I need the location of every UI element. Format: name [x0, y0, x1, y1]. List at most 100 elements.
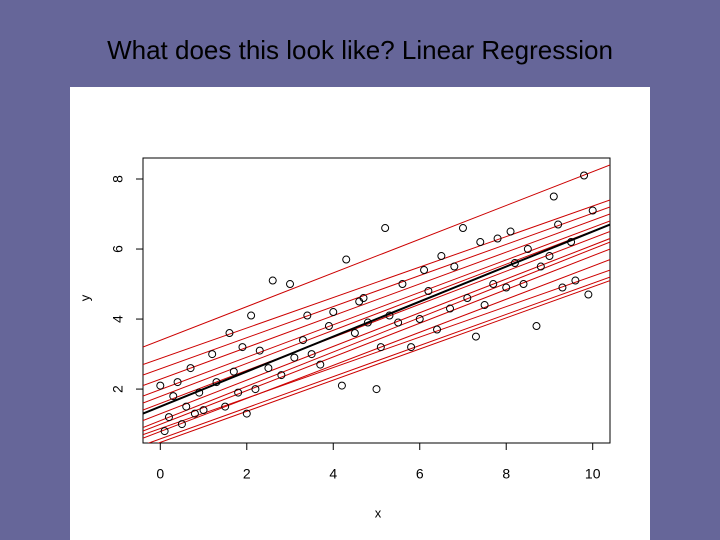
regression-line [143, 224, 610, 404]
point [307, 350, 316, 359]
point [532, 322, 541, 331]
regression-line [143, 238, 610, 422]
point [554, 220, 563, 229]
point [558, 283, 567, 292]
point [264, 364, 273, 373]
point [160, 427, 169, 436]
point [394, 318, 403, 327]
regression-line [143, 164, 610, 348]
point [212, 378, 221, 387]
point [363, 318, 372, 327]
regression-line [143, 223, 610, 415]
y-axis-label: y [77, 294, 92, 301]
point [195, 388, 204, 397]
regression-line [143, 248, 610, 432]
regression-line [143, 199, 610, 366]
point [437, 252, 446, 261]
plot-box [142, 157, 611, 444]
point [234, 388, 243, 397]
regression-line [143, 241, 610, 429]
regression-line [143, 259, 610, 439]
regression-line [143, 231, 610, 411]
point [324, 322, 333, 331]
point [385, 311, 394, 320]
point [424, 287, 433, 296]
point [337, 381, 346, 390]
point [372, 385, 381, 394]
point [407, 343, 416, 352]
lines [143, 164, 610, 443]
point [169, 392, 178, 401]
point [545, 252, 554, 261]
point [398, 280, 407, 289]
point [316, 360, 325, 369]
point [471, 332, 480, 341]
point [199, 406, 208, 415]
point [182, 402, 191, 411]
point [584, 290, 593, 299]
point [255, 346, 264, 355]
regression-line [157, 280, 610, 443]
point [510, 259, 519, 268]
y-tick-label: 8 [110, 175, 126, 183]
point [350, 329, 359, 338]
plot-panel [70, 87, 650, 540]
point [502, 283, 511, 292]
point [506, 227, 515, 236]
regression-line [143, 206, 610, 376]
point [329, 308, 338, 317]
point [286, 280, 295, 289]
point [476, 238, 485, 247]
point [523, 245, 532, 254]
point [229, 367, 238, 376]
y-tick-label: 4 [110, 315, 126, 323]
point [580, 171, 589, 180]
regression-line [147, 276, 610, 443]
point [567, 238, 576, 247]
point [247, 311, 256, 320]
point [519, 280, 528, 289]
point [251, 385, 260, 394]
point [359, 294, 368, 303]
point [303, 311, 312, 320]
point [489, 280, 498, 289]
point [268, 276, 277, 285]
point [588, 206, 597, 215]
point [433, 325, 442, 334]
point [190, 409, 199, 418]
x-tick-label: 4 [329, 466, 337, 482]
regression-line [143, 269, 610, 436]
x-tick-label: 8 [502, 466, 510, 482]
x-tick-label: 0 [156, 466, 164, 482]
slide-title: What does this look like? Linear Regress… [107, 35, 613, 65]
x-tick-label: 2 [243, 466, 251, 482]
y-tick-label: 2 [110, 385, 126, 393]
point [164, 413, 173, 422]
point [208, 350, 217, 359]
point [536, 262, 545, 271]
point [415, 315, 424, 324]
point [420, 266, 429, 275]
point [458, 224, 467, 233]
x-tick-label: 10 [585, 466, 601, 482]
points [156, 171, 597, 436]
regression-line [143, 220, 610, 397]
point [221, 402, 230, 411]
point [463, 294, 472, 303]
point [238, 343, 247, 352]
point [450, 262, 459, 271]
point [381, 224, 390, 233]
point [177, 420, 186, 429]
point [480, 301, 489, 310]
regression-line [143, 213, 610, 387]
x-tick-label: 6 [416, 466, 424, 482]
point [173, 378, 182, 387]
point [277, 371, 286, 380]
point [342, 255, 351, 264]
x-axis-label: x [375, 505, 382, 520]
point [156, 381, 165, 390]
y-tick-label: 6 [110, 245, 126, 253]
point [225, 329, 234, 338]
